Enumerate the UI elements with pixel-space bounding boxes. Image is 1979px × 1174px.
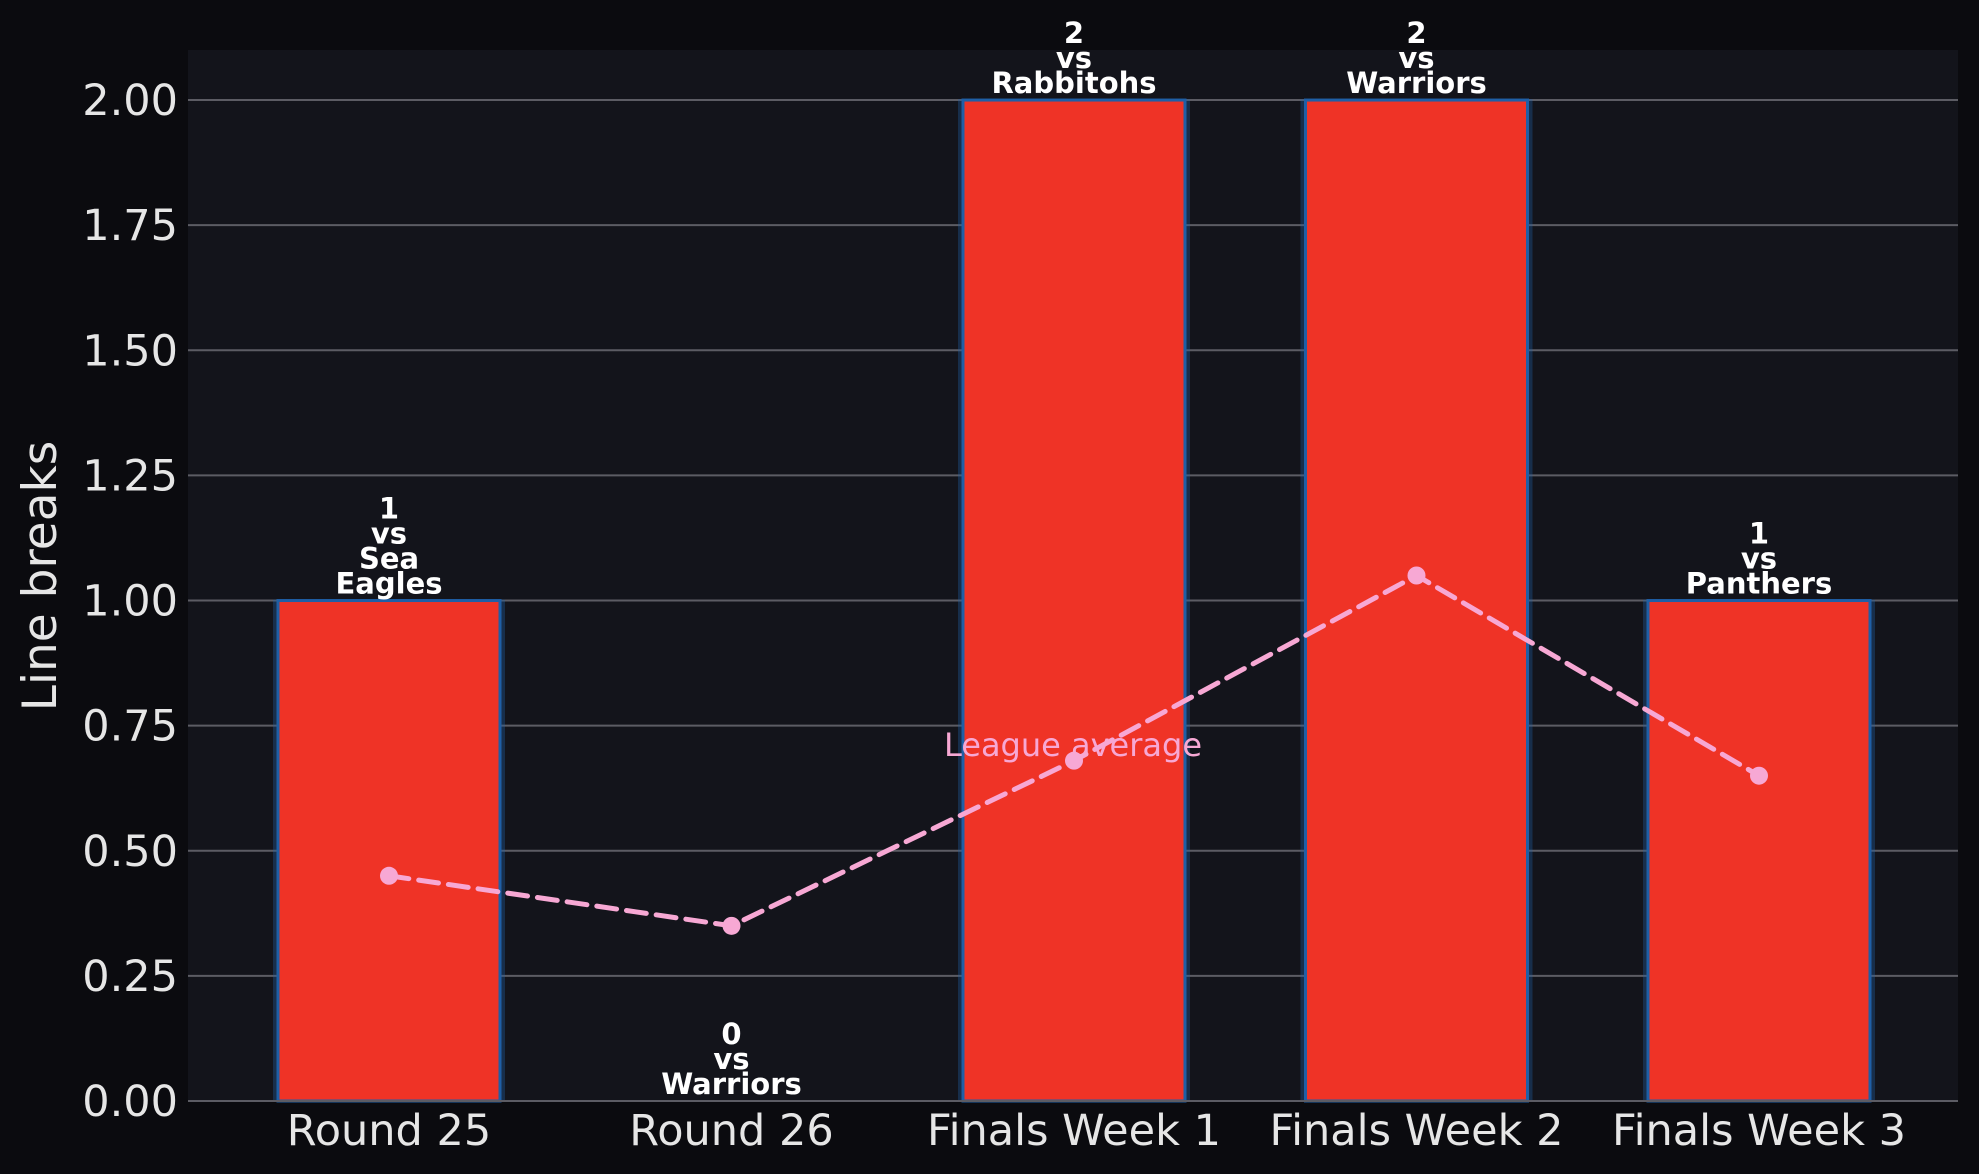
bar-data-label: vs: [713, 1042, 749, 1076]
x-tick-label: Round 26: [629, 1106, 833, 1156]
x-tick-label: Round 25: [287, 1106, 491, 1156]
bar-data-label: vs: [1056, 41, 1092, 75]
y-tick-label: 0.50: [82, 827, 178, 877]
league-average-point: [1065, 751, 1083, 770]
bar: [1646, 599, 1872, 1103]
y-tick-label: 0.75: [82, 702, 178, 752]
bar: [276, 599, 502, 1103]
bar-data-label: 1: [1749, 517, 1769, 551]
x-tick-label: Finals Week 1: [927, 1106, 1221, 1156]
bar-data-label: Rabbitohs: [991, 66, 1156, 100]
bar-data-label: 2: [1064, 16, 1084, 50]
average-line-layer: [380, 566, 1768, 935]
bar-data-label: Sea: [359, 542, 419, 576]
y-tick-label: 1.75: [82, 201, 178, 251]
league-average-label: League average: [944, 726, 1202, 764]
y-tick-label: 1.25: [82, 451, 178, 501]
x-tick-label: Finals Week 3: [1612, 1106, 1906, 1156]
bars: [273, 98, 1875, 1103]
bar-data-label: Warriors: [1346, 66, 1487, 100]
bar-labels: 1vsSeaEagles0vsWarriors2vsRabbitohs2vsWa…: [335, 16, 1832, 1101]
axes: 0.00 0.25 0.50 0.75 1.00 1.25 1.50 1.75 2.00 Roun…: [82, 76, 1958, 1156]
bar-data-label: vs: [1741, 542, 1777, 576]
bar-data-label: vs: [371, 517, 407, 551]
y-axis-label: Line breaks: [13, 441, 68, 711]
y-tick-label: 0.25: [82, 952, 178, 1002]
league-average-point: [380, 866, 398, 885]
y-tick-label: 1.50: [82, 326, 178, 376]
league-average-point: [1407, 566, 1426, 585]
league-average-point: [722, 916, 741, 935]
y-tick-label: 0.00: [82, 1077, 178, 1127]
y-tick-label: 1.00: [82, 577, 178, 627]
bar: [1304, 98, 1529, 1103]
bar-data-label: 2: [1406, 16, 1426, 50]
bar: [961, 98, 1187, 1103]
bar-data-label: Warriors: [661, 1067, 802, 1101]
bar-data-label: Eagles: [335, 567, 442, 601]
bar-data-label: vs: [1398, 41, 1434, 75]
bar-data-label: Panthers: [1686, 567, 1832, 601]
y-tick-label: 2.00: [82, 76, 178, 126]
bar-data-label: 0: [721, 1017, 741, 1051]
x-tick-label: Finals Week 2: [1269, 1106, 1563, 1156]
bar-data-label: 1: [379, 492, 399, 526]
league-average-point: [1750, 766, 1768, 785]
